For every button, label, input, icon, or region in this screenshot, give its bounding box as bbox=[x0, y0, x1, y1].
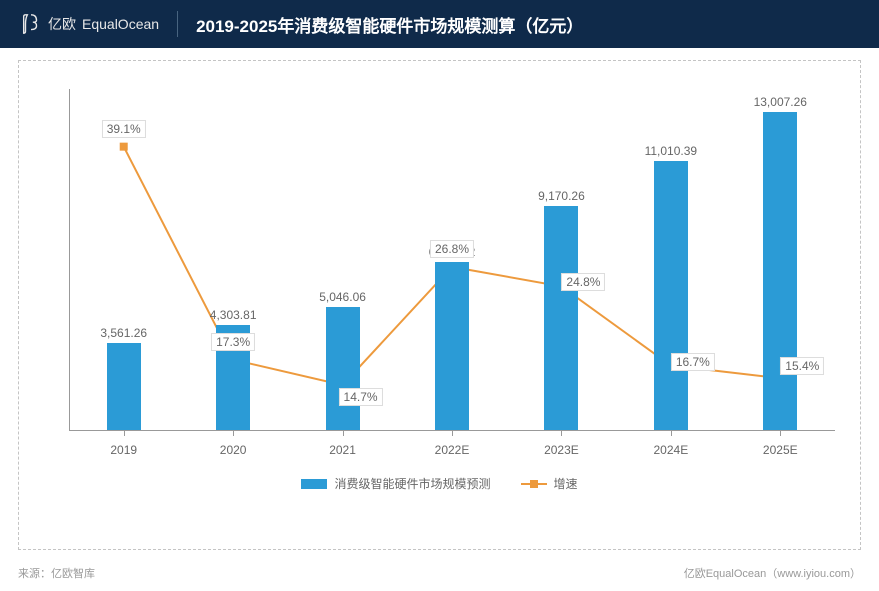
legend-line-label: 增速 bbox=[554, 475, 578, 492]
brand-logo: 亿欧 EqualOcean bbox=[20, 13, 159, 35]
legend-line-item: 增速 bbox=[521, 475, 578, 492]
bar bbox=[763, 112, 797, 430]
legend-line-swatch bbox=[521, 479, 547, 489]
chart-title: 2019-2025年消费级智能硬件市场规模测算（亿元） bbox=[196, 12, 583, 37]
growth-label: 14.7% bbox=[339, 388, 383, 406]
brand-cn: 亿欧 bbox=[48, 14, 76, 34]
logo-icon bbox=[20, 13, 42, 35]
growth-label: 15.4% bbox=[780, 357, 824, 375]
growth-label: 39.1% bbox=[102, 120, 146, 138]
bar bbox=[654, 161, 688, 430]
growth-label: 24.8% bbox=[561, 273, 605, 291]
footer: 来源：亿欧智库 亿欧EqualOcean（www.iyiou.com） bbox=[18, 565, 861, 581]
chart-plot: 3,561.26 2019 39.1% 4,303.81 2020 17.3% 5,046.… bbox=[29, 79, 850, 459]
header: 亿欧 EqualOcean 2019-2025年消费级智能硬件市场规模测算（亿元… bbox=[0, 0, 879, 48]
x-axis-label: 2021 bbox=[329, 443, 356, 457]
source: 来源：亿欧智库 bbox=[18, 565, 95, 581]
x-axis-label: 2022E bbox=[435, 443, 470, 457]
legend: 消费级智能硬件市场规模预测 增速 bbox=[29, 475, 850, 492]
legend-bar-swatch bbox=[301, 479, 327, 489]
growth-label: 17.3% bbox=[211, 333, 255, 351]
x-axis-label: 2023E bbox=[544, 443, 579, 457]
bar-value-label: 3,561.26 bbox=[100, 326, 147, 340]
chart-container: 3,561.26 2019 39.1% 4,303.81 2020 17.3% 5,046.… bbox=[18, 60, 861, 550]
bar bbox=[107, 343, 141, 430]
bar bbox=[544, 206, 578, 430]
bar bbox=[326, 307, 360, 430]
x-axis-label: 2019 bbox=[110, 443, 137, 457]
bar-value-label: 11,010.39 bbox=[645, 144, 698, 158]
bar-value-label: 13,007.26 bbox=[754, 95, 807, 109]
growth-label: 16.7% bbox=[671, 353, 715, 371]
growth-label: 26.8% bbox=[430, 240, 474, 258]
bar-value-label: 4,303.81 bbox=[210, 308, 257, 322]
attribution: 亿欧EqualOcean（www.iyiou.com） bbox=[684, 565, 861, 581]
bar-value-label: 9,170.26 bbox=[538, 189, 585, 203]
legend-bar-item: 消费级智能硬件市场规模预测 bbox=[301, 475, 490, 492]
header-divider bbox=[177, 11, 178, 37]
legend-bar-label: 消费级智能硬件市场规模预测 bbox=[334, 475, 490, 492]
brand-en: EqualOcean bbox=[82, 16, 159, 32]
x-axis-label: 2020 bbox=[220, 443, 247, 457]
y-axis bbox=[69, 89, 70, 431]
bar-value-label: 5,046.06 bbox=[319, 290, 366, 304]
x-axis-label: 2024E bbox=[653, 443, 688, 457]
bar bbox=[435, 262, 469, 430]
x-axis-label: 2025E bbox=[763, 443, 798, 457]
